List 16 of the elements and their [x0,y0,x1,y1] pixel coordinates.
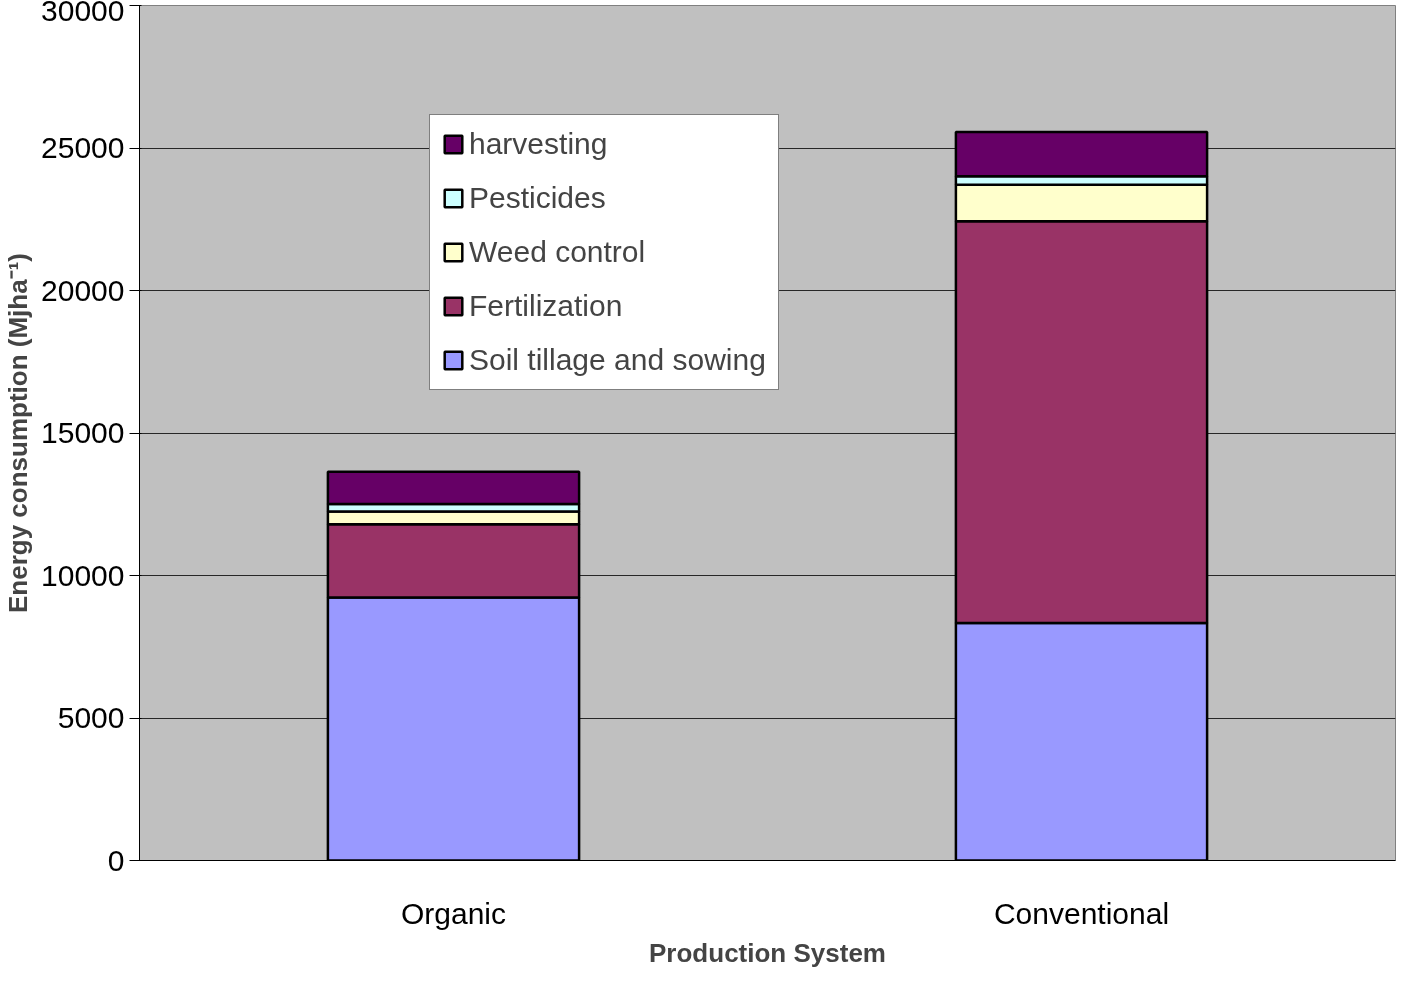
y-tick-label: 15000 [41,416,125,449]
y-tick-label: 0 [107,843,125,877]
legend-label: harvesting [469,127,608,161]
y-tick-label: 20000 [41,273,125,307]
y-tick-label: 25000 [41,131,125,164]
legend-label: Pesticides [469,181,606,215]
x-tick-label: Conventional [993,896,1170,930]
legend-label: Fertilization [469,289,623,323]
legend-label: Soil tillage and sowing [469,343,766,377]
x-axis-title: Production System [649,937,886,968]
y-tick-label: 10000 [41,558,125,592]
y-axis-title: Energy consumption (Mjha⁻¹) [3,253,34,613]
legend-label: Weed control [469,235,646,269]
y-tick-label: 5000 [57,701,125,734]
y-tick-label: 30000 [41,0,125,27]
x-tick-label: Organic [400,896,507,930]
